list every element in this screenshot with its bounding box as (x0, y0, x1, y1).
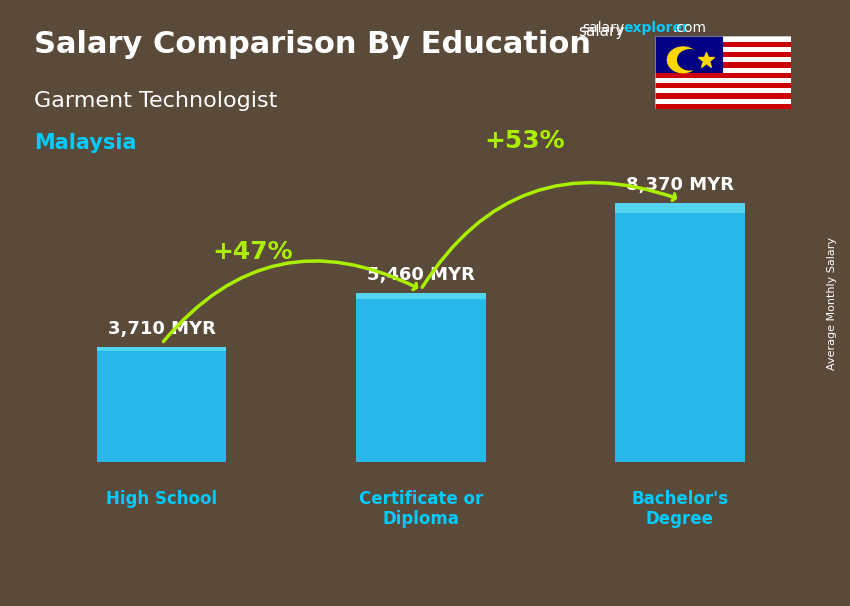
FancyBboxPatch shape (356, 293, 485, 462)
Text: Certificate or
Diploma: Certificate or Diploma (359, 490, 483, 528)
Text: Garment Technologist: Garment Technologist (34, 91, 277, 111)
Text: +47%: +47% (212, 239, 292, 264)
Text: 3,710 MYR: 3,710 MYR (108, 320, 216, 338)
Bar (654, 78, 790, 83)
Circle shape (667, 47, 699, 73)
Text: 5,460 MYR: 5,460 MYR (367, 266, 474, 284)
Text: salary: salary (582, 21, 625, 35)
Bar (654, 67, 790, 73)
Text: Malaysia: Malaysia (34, 133, 137, 153)
Bar (654, 57, 790, 62)
FancyBboxPatch shape (97, 347, 226, 462)
Bar (654, 93, 790, 99)
Bar (654, 52, 790, 57)
Text: 8,370 MYR: 8,370 MYR (626, 176, 734, 194)
Text: +53%: +53% (484, 130, 564, 153)
Text: Average Monthly Salary: Average Monthly Salary (827, 236, 837, 370)
Circle shape (677, 50, 702, 70)
FancyBboxPatch shape (356, 293, 485, 299)
Text: High School: High School (106, 490, 217, 508)
Text: Bachelor's
Degree: Bachelor's Degree (632, 490, 728, 528)
FancyBboxPatch shape (615, 202, 745, 213)
FancyBboxPatch shape (615, 202, 745, 462)
Bar (654, 42, 790, 47)
Text: .com: .com (672, 21, 706, 35)
Bar (654, 36, 790, 42)
Bar (654, 99, 790, 104)
Bar (654, 47, 790, 52)
Bar (654, 88, 790, 93)
Bar (654, 73, 790, 78)
Bar (654, 104, 790, 109)
Bar (654, 62, 790, 67)
Text: explorer: explorer (623, 21, 688, 35)
Bar (654, 36, 722, 73)
Bar (654, 83, 790, 88)
FancyBboxPatch shape (97, 347, 226, 351)
Text: salary: salary (578, 24, 625, 39)
Text: Salary Comparison By Education: Salary Comparison By Education (34, 30, 591, 59)
